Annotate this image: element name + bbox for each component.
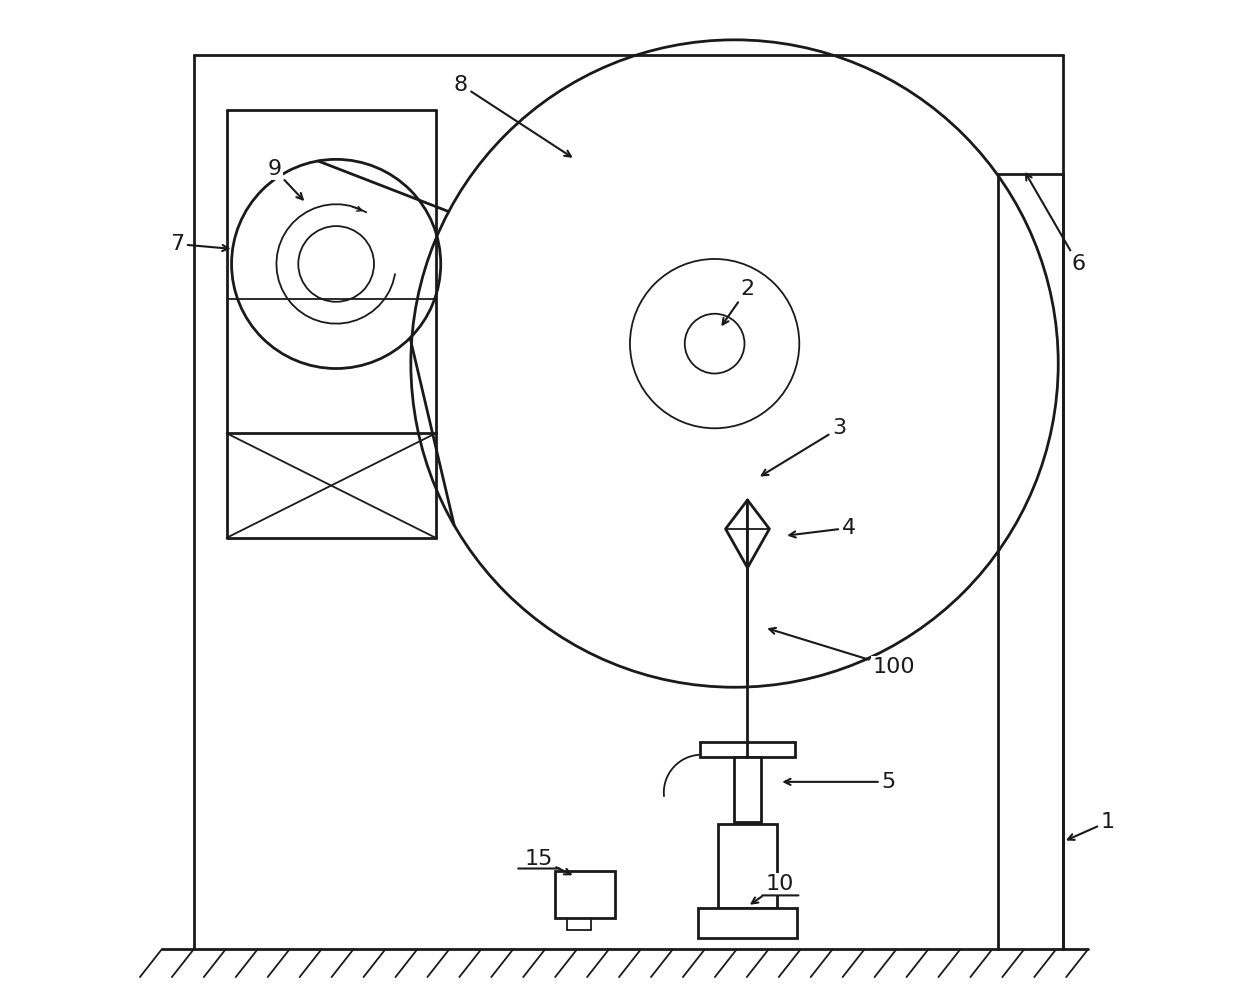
Text: 9: 9	[268, 159, 303, 199]
Text: 15: 15	[525, 849, 570, 874]
Text: 7: 7	[170, 234, 228, 254]
Text: 5: 5	[785, 772, 897, 792]
Text: 3: 3	[761, 418, 846, 475]
Text: 2: 2	[723, 279, 755, 325]
Text: 1: 1	[1068, 812, 1115, 840]
Text: 10: 10	[751, 874, 794, 903]
Text: 4: 4	[790, 518, 856, 538]
Text: 6: 6	[1025, 173, 1085, 274]
Text: 8: 8	[454, 75, 570, 156]
Bar	[734, 757, 761, 822]
Bar	[701, 742, 795, 757]
Bar	[718, 824, 777, 908]
Bar	[698, 908, 797, 938]
Text: 100: 100	[769, 627, 915, 677]
Bar	[556, 871, 615, 918]
